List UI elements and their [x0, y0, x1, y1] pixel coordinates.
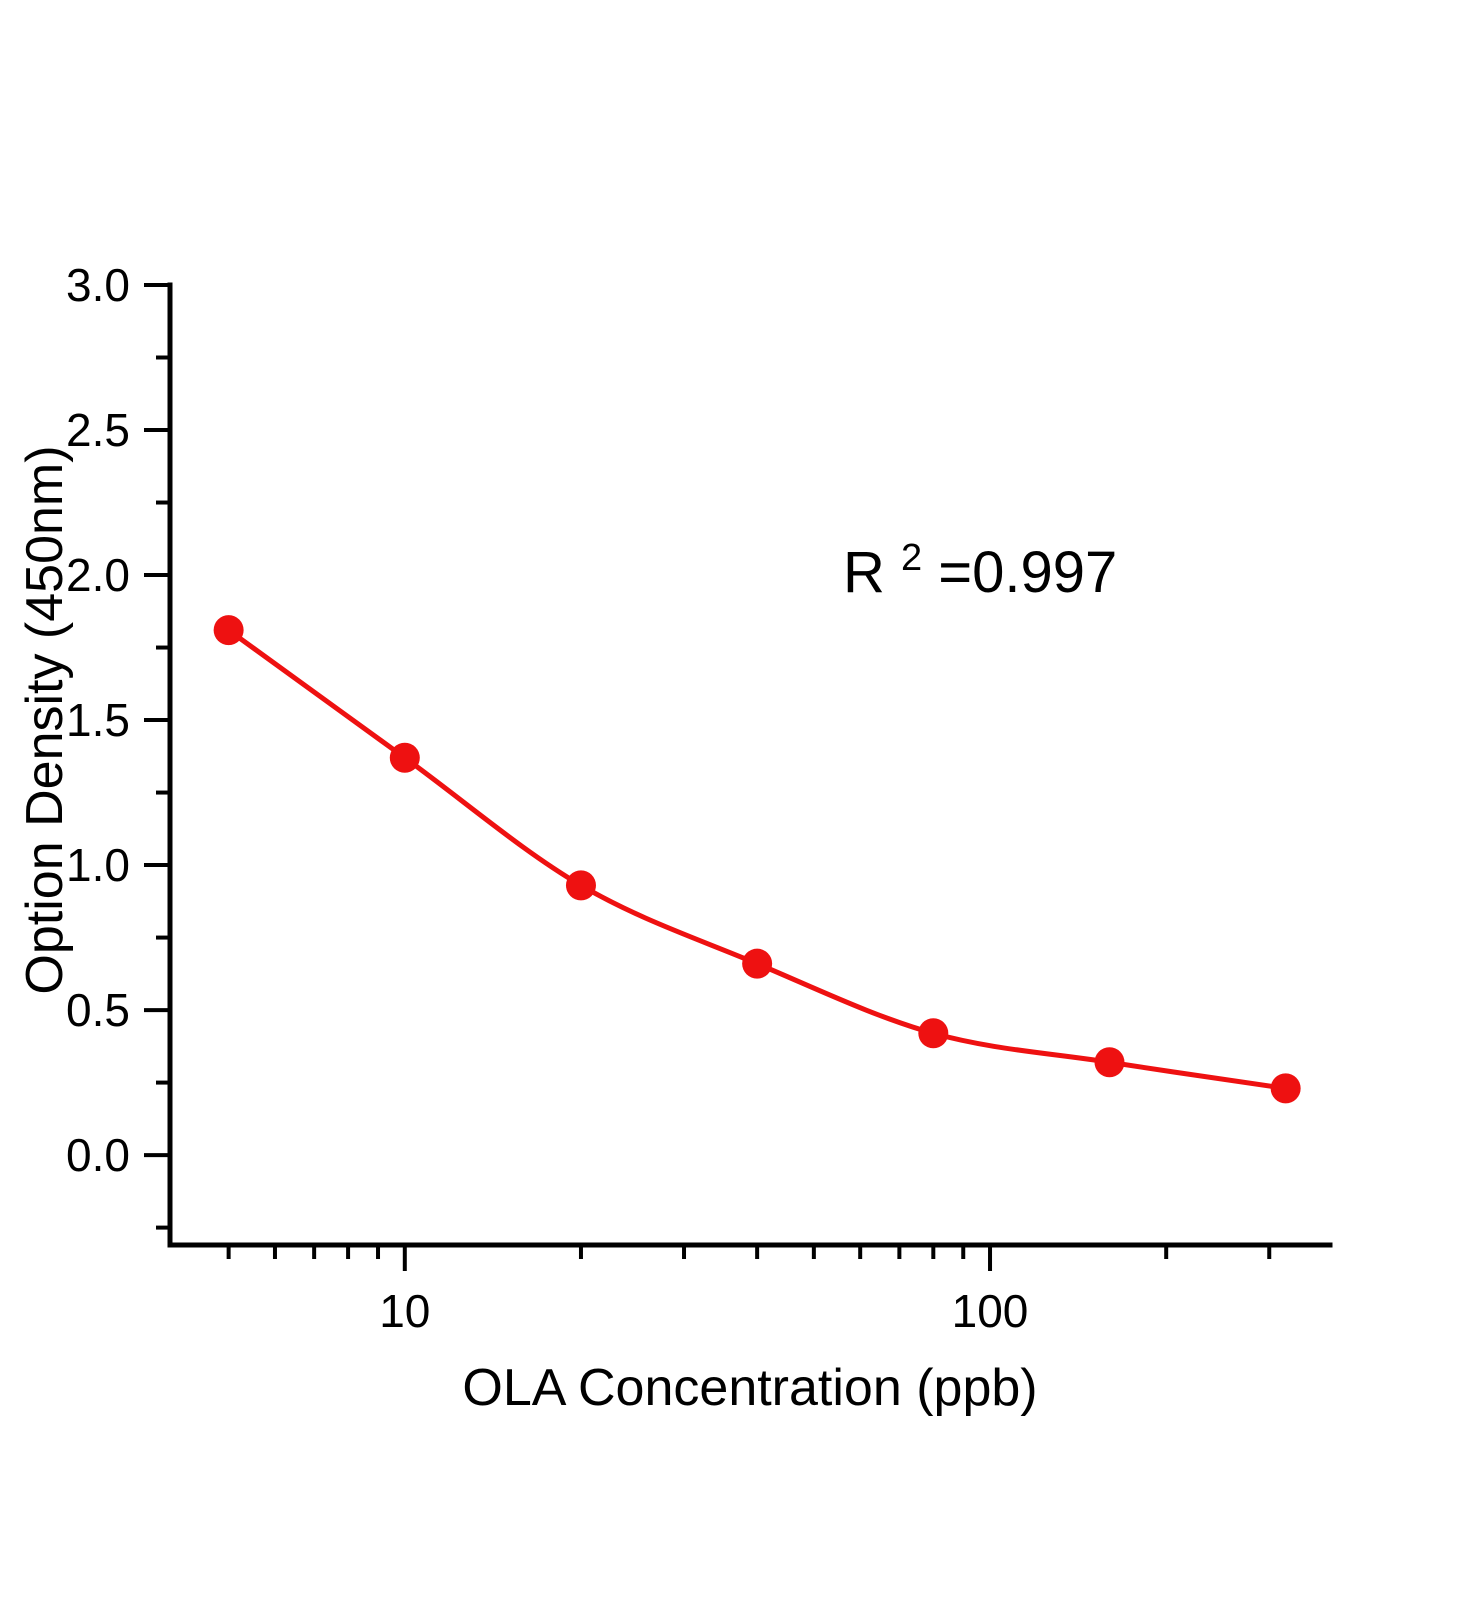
axis-spines — [167, 282, 1333, 1248]
r-squared-base: R — [843, 540, 885, 605]
data-point — [742, 948, 773, 979]
y-tick-label: 2.0 — [66, 549, 130, 601]
x-axis-label: OLA Concentration (ppb) — [462, 1359, 1037, 1417]
x-tick-label: 100 — [952, 1285, 1029, 1337]
data-point — [389, 742, 420, 773]
data-point — [1270, 1073, 1301, 1104]
r-squared-superscript: 2 — [901, 537, 922, 579]
data-point — [918, 1018, 949, 1049]
data-point — [213, 615, 244, 646]
plot-area: 0.0 0.5 1.0 1.5 2.0 2.5 3.0 10 100 — [66, 259, 1333, 1337]
y-tick-label: 2.5 — [66, 404, 130, 456]
data-point — [1094, 1047, 1125, 1078]
r-squared-value: =0.997 — [938, 540, 1117, 605]
y-tick-label: 1.5 — [66, 694, 130, 746]
data-point — [565, 870, 596, 901]
x-tick-label: 10 — [379, 1285, 430, 1337]
y-tick-label: 1.0 — [66, 839, 130, 891]
y-tick-label: 0.0 — [66, 1129, 130, 1181]
y-axis-label: Option Density (450nm) — [16, 445, 74, 994]
y-tick-label: 0.5 — [66, 984, 130, 1036]
r-squared-annotation: R 2 =0.997 — [843, 518, 1117, 605]
y-tick-label: 3.0 — [66, 259, 130, 311]
fit-curve — [227, 628, 1287, 1091]
